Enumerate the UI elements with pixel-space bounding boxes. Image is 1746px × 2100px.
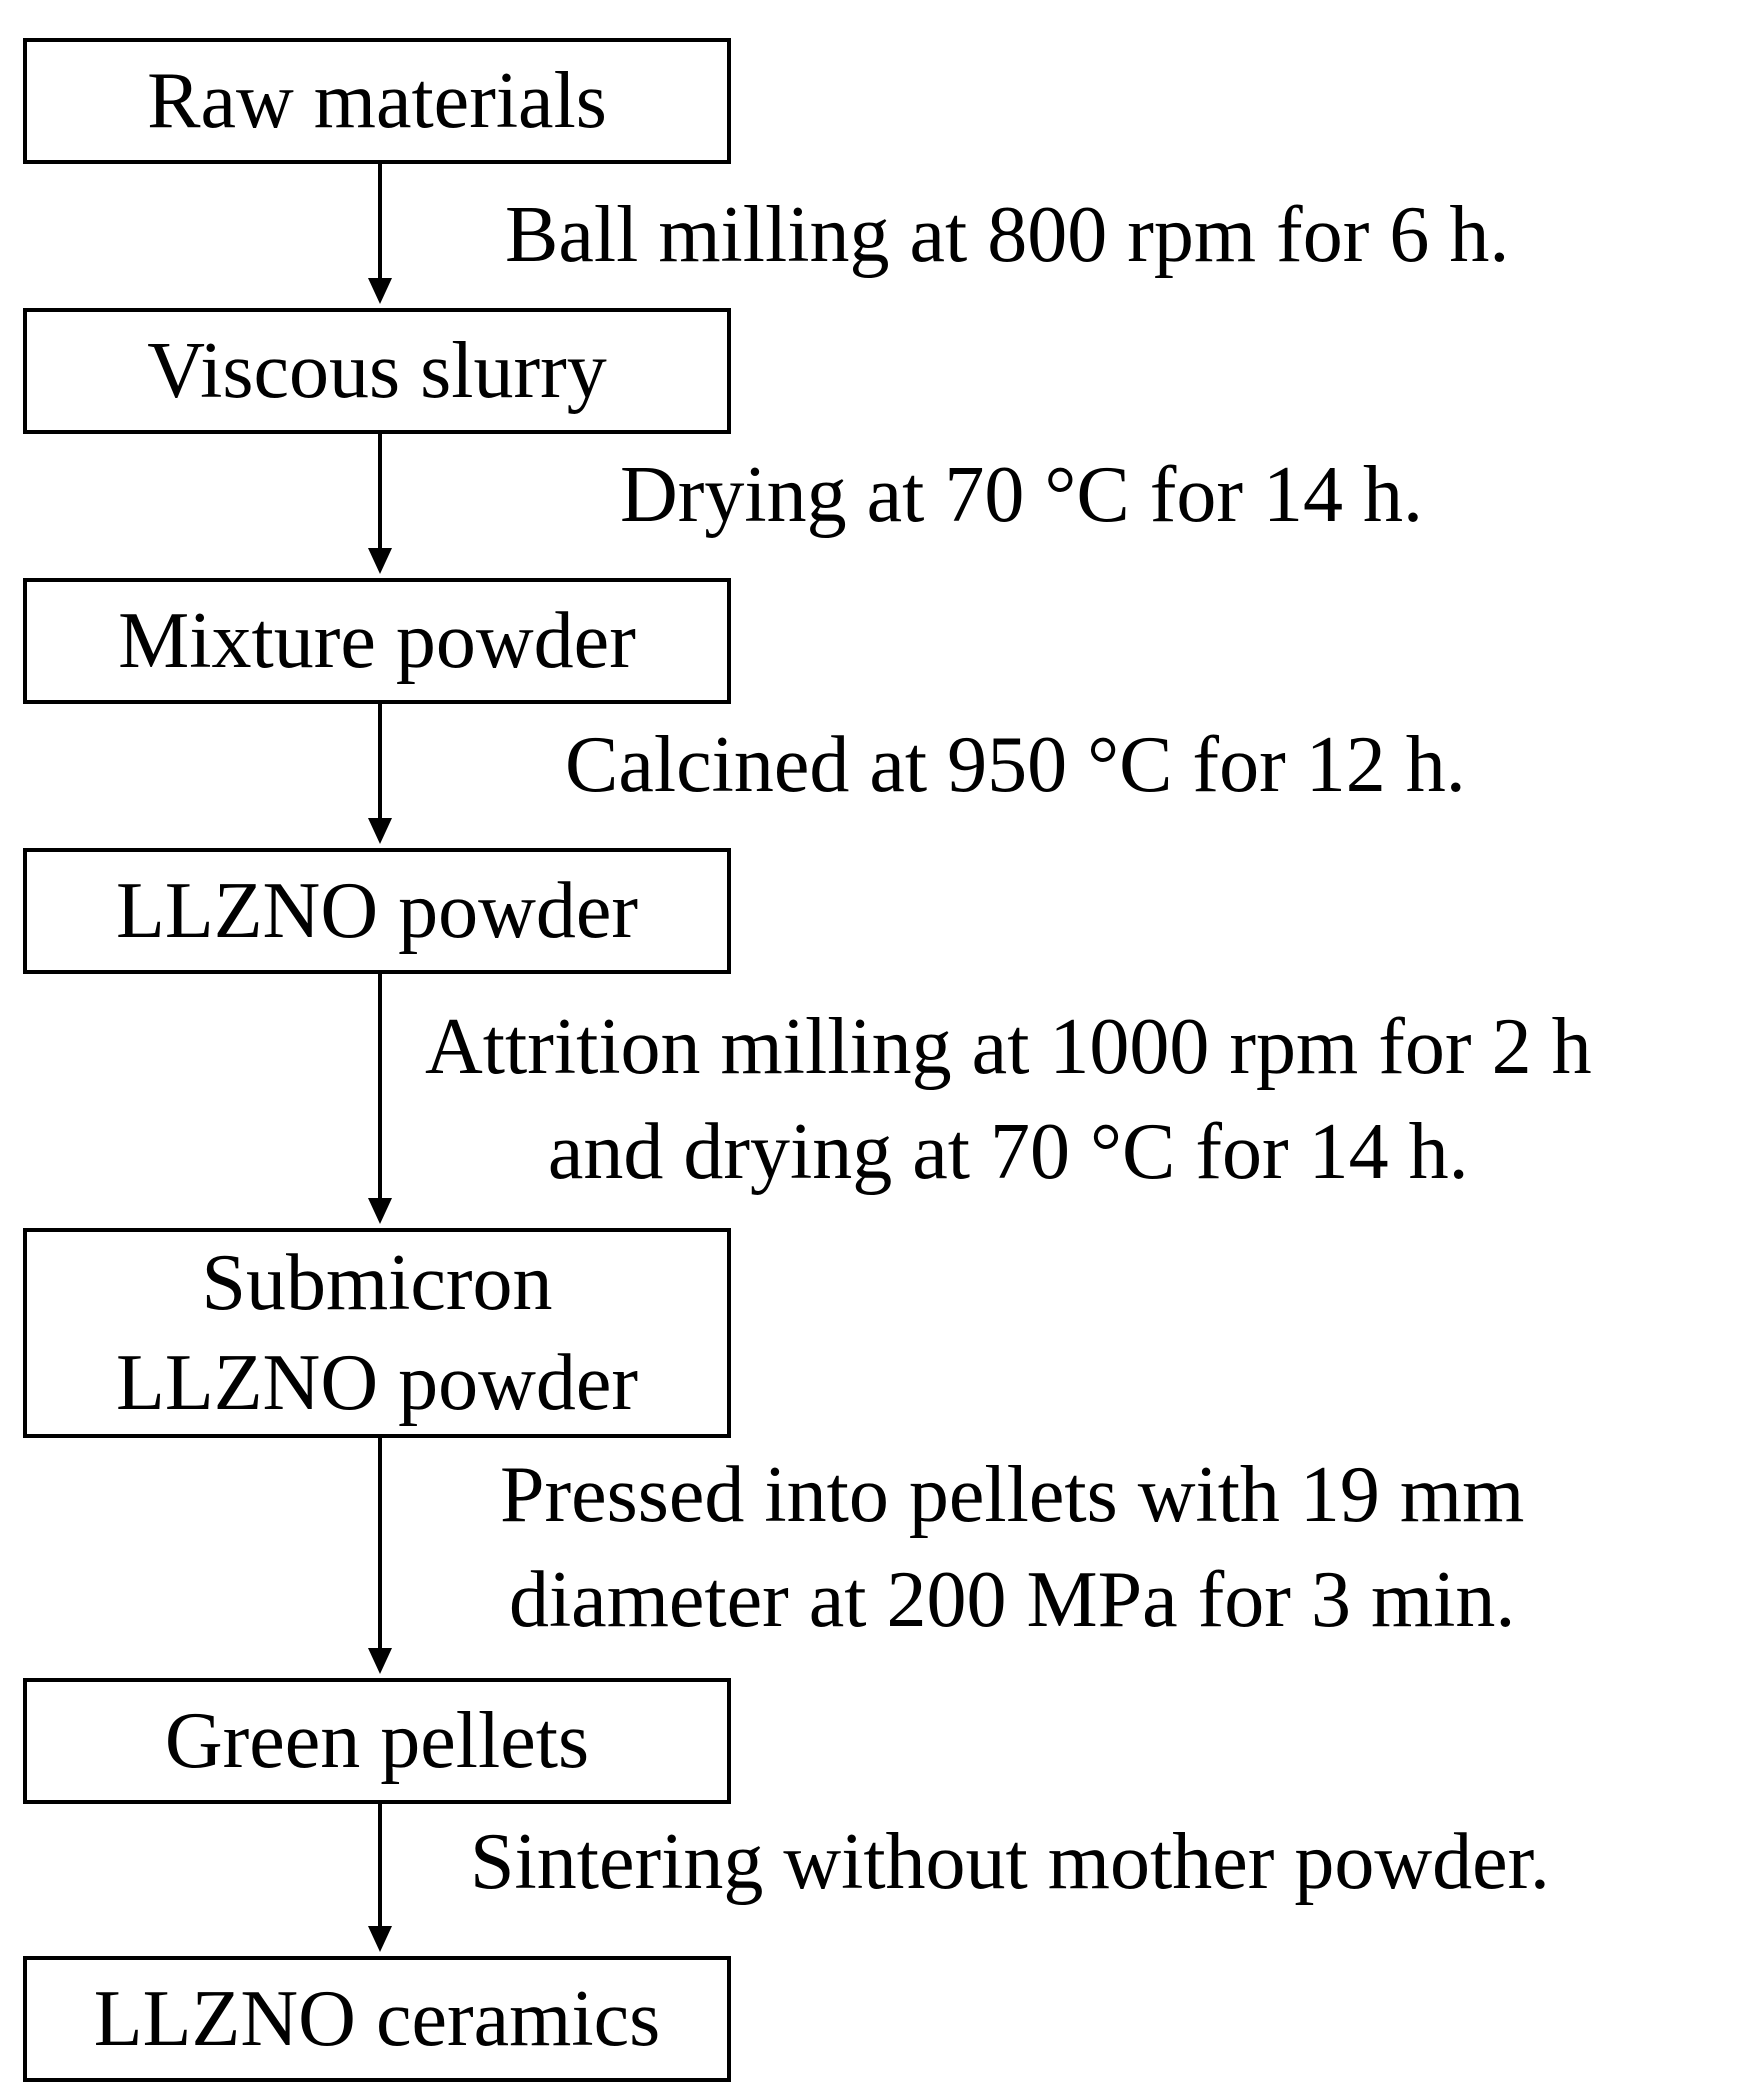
- node-label: Raw materials: [147, 57, 607, 145]
- step-text: Ball milling at 800 rpm for 6 h.: [505, 191, 1510, 279]
- node-llzno-ceramics: LLZNO ceramics: [23, 1956, 731, 2082]
- node-label: Viscous slurry: [147, 327, 607, 415]
- node-mixture-powder: Mixture powder: [23, 578, 731, 704]
- node-label-line-1: Submicron: [201, 1239, 553, 1327]
- node-viscous-slurry: Viscous slurry: [23, 308, 731, 434]
- step-text: Calcined at 950 °C for 12 h.: [565, 721, 1466, 809]
- arrowhead-raw-to-slurry: [368, 278, 392, 304]
- node-label: LLZNO ceramics: [93, 1975, 661, 2063]
- step-drying: Drying at 70 °C for 14 h.: [620, 443, 1423, 548]
- step-attrition-milling: Attrition milling at 1000 rpm for 2 h an…: [425, 995, 1592, 1205]
- arrowhead-submicron-to-green: [368, 1648, 392, 1674]
- step-text: Drying at 70 °C for 14 h.: [620, 451, 1424, 539]
- step-ball-milling: Ball milling at 800 rpm for 6 h.: [505, 183, 1509, 288]
- node-green-pellets: Green pellets: [23, 1678, 731, 1804]
- arrowhead-mixture-to-llzno: [368, 818, 392, 844]
- step-text-line-1: Pressed into pellets with 19 mm: [500, 1451, 1525, 1539]
- node-raw-materials: Raw materials: [23, 38, 731, 164]
- arrowhead-llzno-to-submicron: [368, 1198, 392, 1224]
- node-submicron-llzno-powder: Submicron LLZNO powder: [23, 1228, 731, 1438]
- node-label-line-2: LLZNO powder: [115, 1339, 639, 1427]
- step-text-line-1: Attrition milling at 1000 rpm for 2 h: [425, 1003, 1592, 1091]
- step-pressed-into-pellets: Pressed into pellets with 19 mm diameter…: [500, 1443, 1524, 1653]
- step-text-line-2: diameter at 200 MPa for 3 min.: [508, 1556, 1516, 1644]
- node-llzno-powder: LLZNO powder: [23, 848, 731, 974]
- step-calcined: Calcined at 950 °C for 12 h.: [565, 713, 1466, 818]
- node-label: Green pellets: [164, 1697, 590, 1785]
- step-text-line-2: and drying at 70 °C for 14 h.: [547, 1108, 1469, 1196]
- arrowhead-slurry-to-mixture: [368, 548, 392, 574]
- step-sintering: Sintering without mother powder.: [470, 1810, 1550, 1915]
- node-label: Mixture powder: [118, 597, 636, 685]
- step-text: Sintering without mother powder.: [470, 1818, 1550, 1906]
- node-label: LLZNO powder: [115, 867, 639, 955]
- arrowhead-green-to-ceramics: [368, 1926, 392, 1952]
